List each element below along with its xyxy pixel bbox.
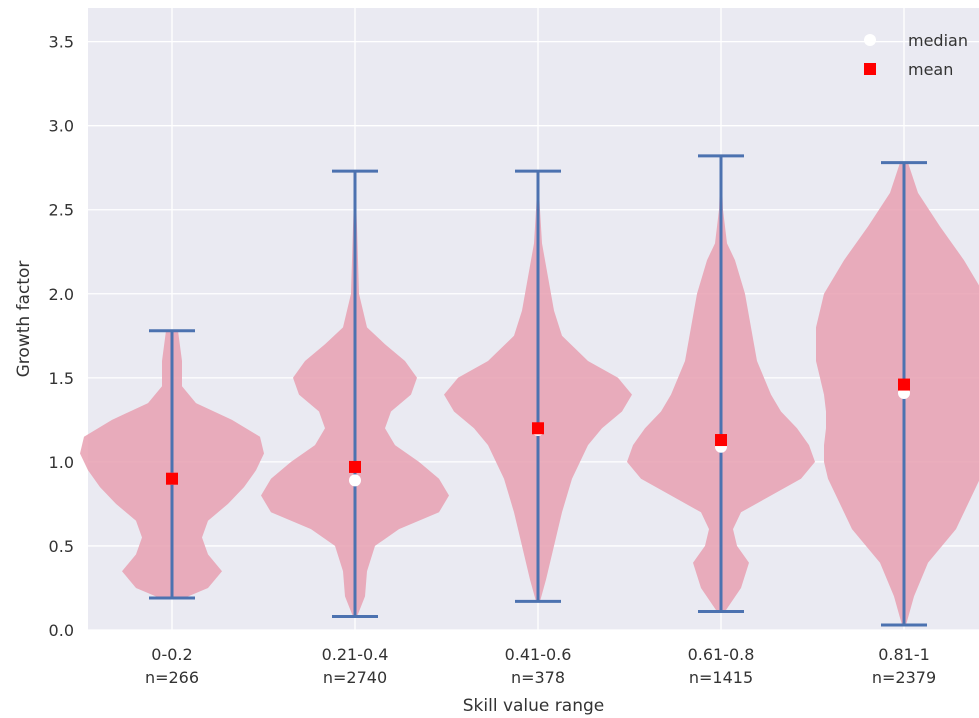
median-marker [349,474,361,487]
x-tick-label: 0.21-0.4 [322,645,389,664]
y-tick-label: 0.5 [49,537,74,556]
mean-marker [898,378,910,391]
mean-marker [715,434,727,447]
x-tick-count: n=266 [145,668,199,687]
x-tick-count: n=2740 [323,668,387,687]
y-tick-label: 1.5 [49,369,74,388]
legend: median mean [864,31,968,79]
x-tick-count: n=1415 [689,668,753,687]
x-tick-label: 0.41-0.6 [505,645,572,664]
legend-median-marker [864,34,876,46]
x-axis-label: Skill value range [463,696,604,716]
y-tick-label: 1.0 [49,453,74,472]
y-axis-label: Growth factor [14,261,34,378]
y-tick-label: 3.0 [49,117,74,136]
y-tick-label: 2.0 [49,285,74,304]
violin-body [816,162,979,625]
y-axis: 0.0 0.5 1.0 1.5 2.0 2.5 3.0 3.5 [49,33,74,640]
mean-marker [166,472,178,485]
mean-marker [532,422,544,435]
x-tick-label: 0-0.2 [151,645,192,664]
legend-mean-marker [864,63,876,75]
y-tick-label: 3.5 [49,33,74,52]
violin-group [816,161,979,627]
violin-group [444,169,632,603]
legend-label: mean [908,60,953,79]
violins [80,154,979,627]
y-tick-label: 0.0 [49,621,74,640]
legend-label: median [908,31,968,50]
violin-group [261,169,449,619]
x-tick-label: 0.81-1 [878,645,930,664]
mean-marker [349,460,361,473]
x-tick-count: n=2379 [872,668,936,687]
violin-group [627,154,815,614]
y-tick-label: 2.5 [49,201,74,220]
x-axis: 0-0.2 n=266 0.21-0.4 n=2740 0.41-0.6 n=378 0.6… [145,645,936,687]
violin-group [80,329,264,600]
x-tick-count: n=378 [511,668,565,687]
x-tick-label: 0.61-0.8 [688,645,755,664]
